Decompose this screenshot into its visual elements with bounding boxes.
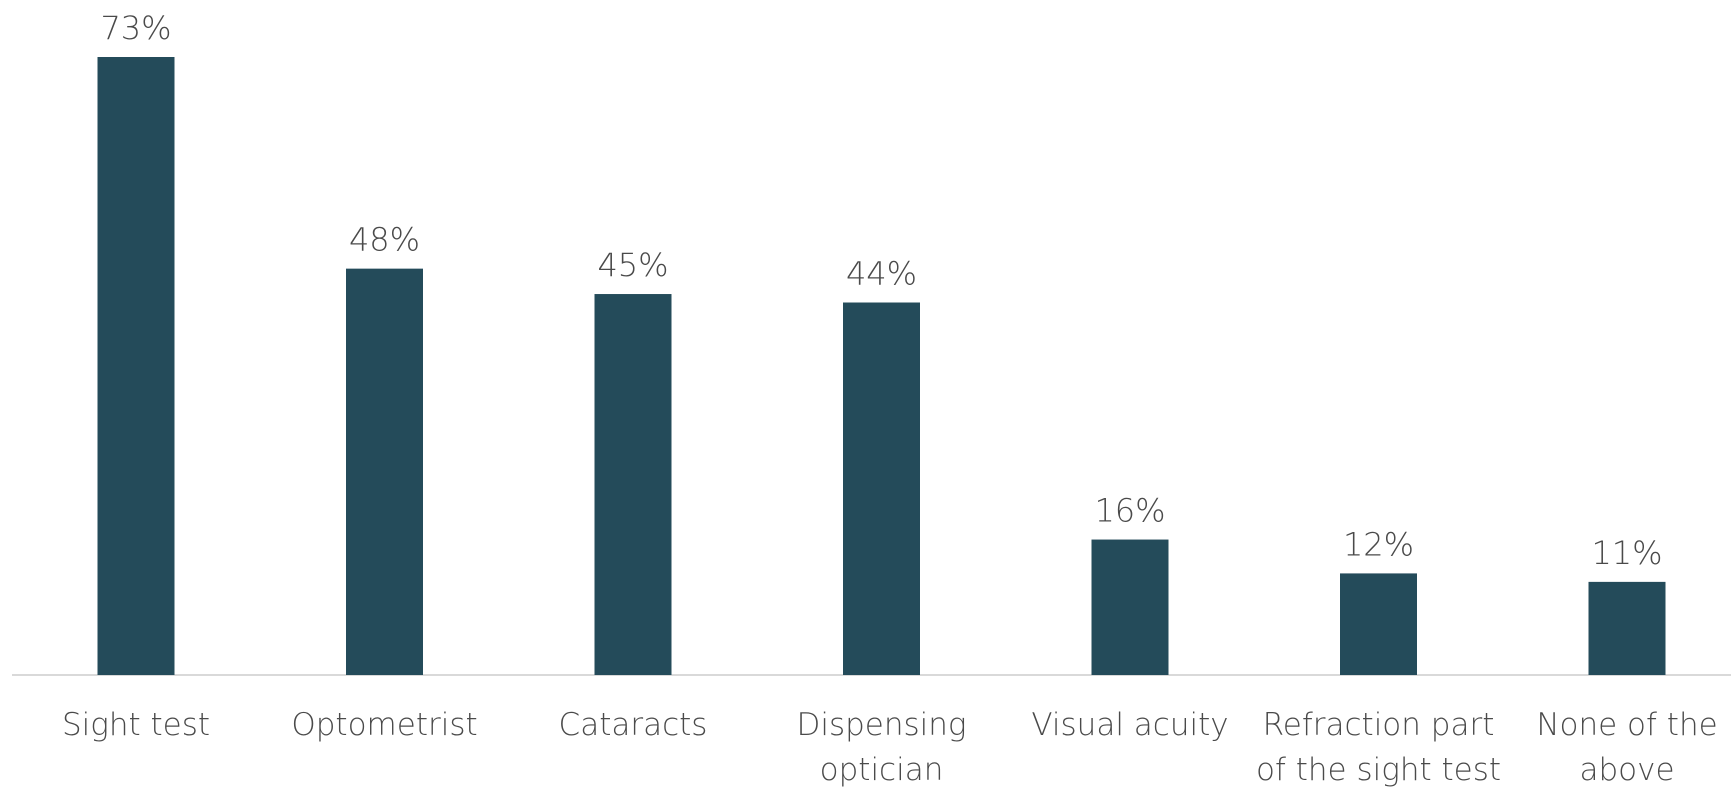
bar-2 <box>346 268 423 675</box>
value-labels-group: 73% 48% 45% 44% 16% 12% 11% <box>100 9 1662 572</box>
category-label-5: Visual acuity <box>1031 707 1228 743</box>
category-label-4: Dispensing optician <box>796 707 966 788</box>
value-label-4: 44% <box>846 255 917 293</box>
category-label-1: Sight test <box>62 707 210 743</box>
category-labels-group: Sight test Optometrist Cataracts Dispensing… <box>62 707 1718 788</box>
category-label-line: Sight test <box>62 707 210 743</box>
category-label-line: Dispensing <box>796 707 966 743</box>
bar-3 <box>594 294 672 675</box>
bar-1 <box>97 57 175 675</box>
category-label-line: of the sight test <box>1256 752 1501 788</box>
category-label-line: Refraction part <box>1263 707 1495 743</box>
value-label-7: 11% <box>1591 534 1662 572</box>
category-label-7: None of the above <box>1536 707 1717 788</box>
category-label-line: optician <box>820 752 944 788</box>
bars-group <box>97 57 1666 675</box>
value-label-6: 12% <box>1343 525 1414 563</box>
bar-7 <box>1588 581 1666 675</box>
bar-5 <box>1091 539 1169 675</box>
bar-6 <box>1340 573 1417 675</box>
category-label-3: Cataracts <box>559 707 708 743</box>
category-label-line: Visual acuity <box>1031 707 1228 743</box>
value-label-3: 45% <box>597 246 668 284</box>
bar-4 <box>843 302 920 675</box>
value-label-1: 73% <box>100 9 171 47</box>
value-label-5: 16% <box>1094 492 1165 530</box>
category-label-line: None of the <box>1536 707 1717 743</box>
category-label-6: Refraction part of the sight test <box>1256 707 1501 788</box>
category-label-line: Cataracts <box>559 707 708 743</box>
category-label-2: Optometrist <box>291 707 477 743</box>
value-label-2: 48% <box>349 221 420 259</box>
category-label-line: Optometrist <box>291 707 477 743</box>
category-label-line: above <box>1579 752 1674 788</box>
